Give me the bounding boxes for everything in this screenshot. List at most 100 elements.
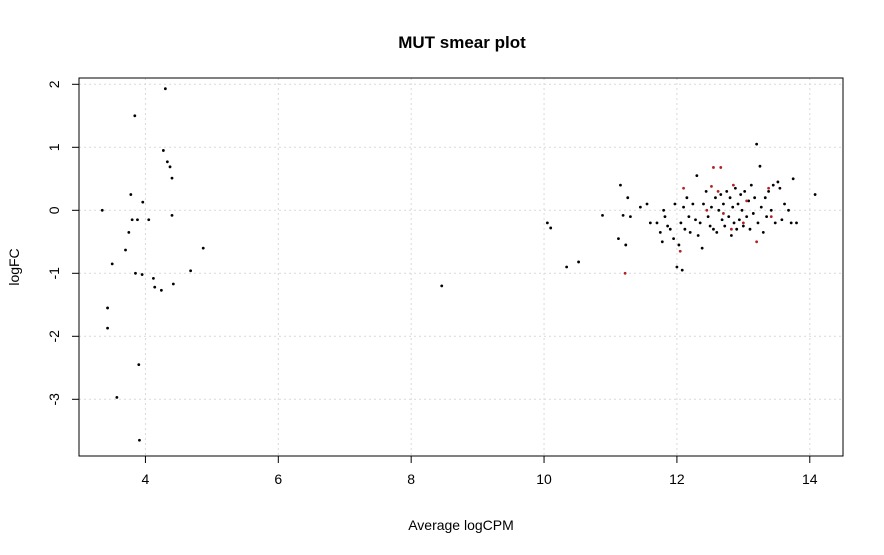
data-point bbox=[723, 224, 727, 228]
data-point bbox=[715, 230, 719, 234]
data-point bbox=[749, 183, 753, 187]
data-point bbox=[708, 224, 712, 228]
data-point bbox=[714, 196, 717, 200]
data-point bbox=[773, 221, 777, 225]
data-point bbox=[776, 180, 780, 184]
data-point bbox=[660, 240, 664, 244]
data-point bbox=[698, 221, 702, 225]
x-tick-label: 12 bbox=[669, 471, 685, 487]
data-point bbox=[722, 202, 725, 206]
data-point bbox=[140, 273, 144, 276]
data-point bbox=[170, 213, 174, 217]
data-point bbox=[106, 326, 109, 330]
data-point bbox=[666, 224, 670, 228]
y-axis: -3 -2 -1 0 1 2 bbox=[46, 80, 79, 406]
data-point bbox=[141, 200, 145, 204]
y-tick-label: 2 bbox=[46, 80, 62, 88]
y-tick-label: -3 bbox=[46, 393, 62, 406]
data-point bbox=[159, 288, 163, 292]
y-axis-label: logFC bbox=[6, 248, 22, 285]
data-point bbox=[727, 215, 731, 219]
x-tick-label: 10 bbox=[536, 471, 552, 487]
data-point bbox=[549, 226, 553, 230]
plot-frame bbox=[78, 77, 844, 457]
data-point bbox=[171, 282, 175, 286]
data-point bbox=[687, 215, 691, 219]
y-tick-label: 1 bbox=[46, 143, 62, 151]
data-point bbox=[741, 221, 745, 225]
data-point bbox=[787, 208, 790, 212]
data-point bbox=[755, 142, 759, 146]
data-point bbox=[758, 164, 762, 168]
data-point bbox=[731, 183, 735, 187]
data-point bbox=[795, 221, 798, 225]
x-tick-label: 6 bbox=[274, 471, 282, 487]
data-point bbox=[685, 196, 689, 200]
data-point bbox=[791, 177, 795, 181]
data-point bbox=[626, 196, 630, 200]
data-point bbox=[133, 114, 137, 118]
data-point bbox=[719, 166, 723, 169]
data-point bbox=[761, 230, 765, 234]
data-point bbox=[751, 212, 755, 215]
data-point bbox=[127, 230, 131, 234]
data-point bbox=[673, 202, 677, 206]
data-point bbox=[706, 215, 710, 219]
data-point bbox=[694, 218, 697, 222]
data-point bbox=[624, 243, 628, 247]
data-point bbox=[691, 202, 695, 206]
data-point bbox=[710, 205, 713, 209]
data-point bbox=[161, 149, 165, 152]
data-point bbox=[705, 208, 709, 212]
data-point bbox=[619, 183, 622, 187]
data-point bbox=[170, 176, 174, 180]
y-tick-label: 0 bbox=[46, 206, 62, 214]
data-point bbox=[769, 208, 773, 212]
data-point bbox=[153, 285, 157, 289]
data-point bbox=[577, 260, 580, 264]
data-point bbox=[725, 190, 729, 193]
data-point bbox=[695, 174, 699, 178]
data-point bbox=[739, 193, 743, 196]
data-point bbox=[733, 186, 737, 190]
data-point bbox=[115, 396, 119, 399]
data-point bbox=[771, 183, 775, 187]
data-point bbox=[740, 208, 744, 212]
data-point bbox=[663, 215, 667, 219]
y-tick-label: -2 bbox=[46, 330, 62, 343]
data-point bbox=[756, 221, 760, 225]
data-point bbox=[729, 227, 733, 231]
data-point bbox=[152, 276, 155, 280]
data-point bbox=[100, 208, 104, 212]
data-point bbox=[745, 199, 749, 203]
data-point bbox=[168, 165, 172, 169]
data-point bbox=[731, 205, 735, 209]
data-point bbox=[678, 249, 682, 253]
data-point bbox=[719, 193, 723, 196]
data-point bbox=[716, 190, 720, 193]
data-point bbox=[755, 240, 759, 244]
x-tick-label: 14 bbox=[802, 471, 818, 487]
data-point bbox=[765, 215, 768, 219]
data-point bbox=[655, 221, 659, 225]
data-point bbox=[813, 193, 817, 196]
data-point bbox=[682, 205, 685, 209]
x-axis-label: Average logCPM bbox=[408, 517, 514, 533]
data-point bbox=[138, 438, 141, 442]
data-point bbox=[778, 186, 782, 190]
data-point bbox=[189, 269, 193, 273]
data-point bbox=[658, 230, 662, 234]
data-point bbox=[736, 202, 740, 206]
y-tick-label: -1 bbox=[46, 267, 62, 280]
data-point bbox=[147, 218, 151, 222]
data-point bbox=[648, 221, 652, 225]
data-point bbox=[759, 205, 763, 209]
data-point bbox=[780, 218, 784, 222]
data-point bbox=[732, 221, 736, 225]
data-point bbox=[717, 208, 721, 212]
data-point bbox=[680, 268, 684, 272]
data-point bbox=[163, 87, 167, 91]
data-point bbox=[165, 160, 169, 164]
data-point bbox=[743, 190, 747, 193]
